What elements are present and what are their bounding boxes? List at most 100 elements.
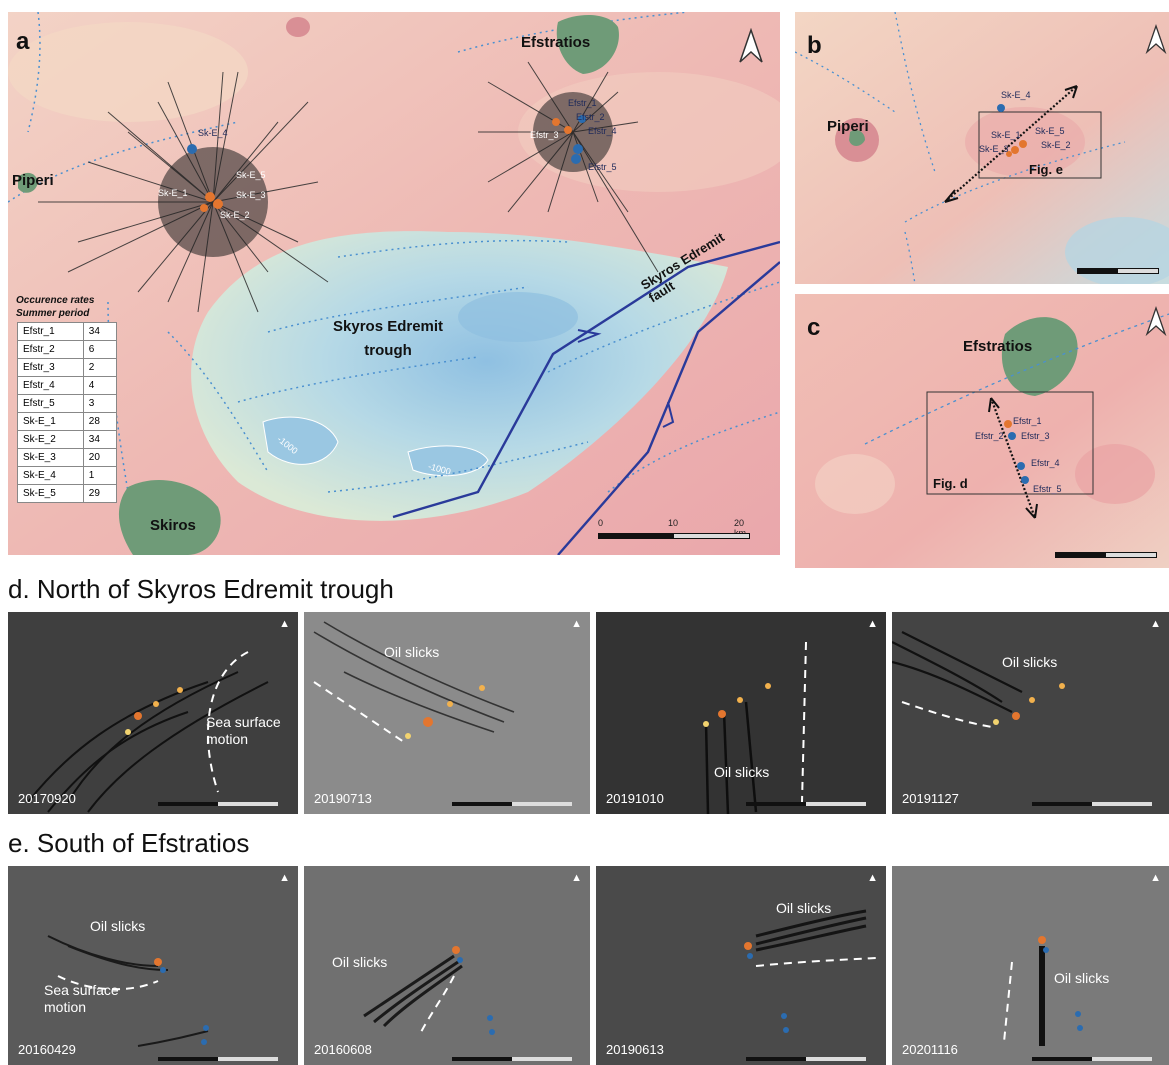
- scale-bar-c: [1055, 552, 1157, 558]
- sar-label-motion: Sea surface motion: [44, 982, 119, 1015]
- site-label: Efstr_5: [1033, 484, 1062, 494]
- site-label: Sk-E_2: [1041, 140, 1071, 150]
- site-cell: Sk-E_4: [17, 466, 84, 485]
- bathymetry-map-b: [795, 12, 1169, 284]
- site-cell: Sk-E_2: [17, 430, 84, 449]
- north-arrow-icon: ▲: [279, 872, 290, 884]
- site-label: Sk-E_3: [236, 190, 266, 200]
- rate-cell: 4: [82, 376, 118, 395]
- site-cell: Efstr_4: [17, 376, 84, 395]
- sar-label: Oil slicks: [332, 954, 388, 970]
- rate-cell: 34: [82, 322, 118, 341]
- site-label: Sk-E_2: [220, 210, 250, 220]
- north-arrow-icon: ▲: [1150, 872, 1161, 884]
- sar-date: 20191010: [606, 791, 664, 806]
- site-label: Efstr_3: [530, 130, 559, 140]
- sar-scale-bar: [746, 1057, 866, 1061]
- sar-scale-bar: [1032, 1057, 1152, 1061]
- table-row: Efstr_1 34: [17, 322, 118, 341]
- bathymetry-map-c: [795, 294, 1169, 568]
- north-arrow-icon: ▲: [1150, 618, 1161, 630]
- rate-cell: 28: [82, 412, 118, 431]
- site-cell: Efstr_1: [17, 322, 84, 341]
- sar-scale-bar: [158, 1057, 278, 1061]
- table-row: Sk-E_4 1: [17, 466, 118, 485]
- sar-label: Oil slicks: [776, 900, 832, 916]
- site-label: Sk-E_5: [236, 170, 266, 180]
- site-label: Efstr_5: [588, 162, 617, 172]
- sar-label: Oil slicks: [1054, 970, 1110, 986]
- sar-date: 20160608: [314, 1042, 372, 1057]
- sar-image-e3: Oil slicks 20190613 ▲: [596, 866, 886, 1065]
- north-arrow-icon: ▲: [867, 618, 878, 630]
- rate-cell: 6: [82, 340, 118, 359]
- sar-date: 20160429: [18, 1042, 76, 1057]
- scale-tick-0: 0: [598, 518, 604, 528]
- table-title-line1: Occurence rates: [16, 295, 95, 306]
- site-cell: Efstr_5: [17, 394, 84, 413]
- fig-ref-e: Fig. e: [1029, 162, 1063, 177]
- panel-label-b: b: [807, 32, 822, 59]
- bathymetry-map-a: [8, 12, 780, 555]
- sar-image-e2: Oil slicks 20160608 ▲: [304, 866, 590, 1065]
- sar-date: 20191127: [902, 791, 959, 806]
- site-label: Sk-E_3: [979, 144, 1009, 154]
- occurrence-table: Efstr_1 34 Efstr_2 6 Efstr_3 2 Efstr_4 4 Efs…: [17, 322, 118, 503]
- table-row: Sk-E_2 34: [17, 430, 118, 449]
- place-label-efstratios: Efstratios: [521, 34, 591, 51]
- north-arrow-icon: [739, 28, 763, 63]
- north-arrow-icon: ▲: [867, 872, 878, 884]
- table-row: Sk-E_1 28: [17, 412, 118, 431]
- panel-label-c: c: [807, 314, 821, 341]
- section-title-d: d. North of Skyros Edremit trough: [8, 574, 394, 604]
- site-label: Efstr_1: [1013, 416, 1042, 426]
- rate-cell: 1: [82, 466, 118, 485]
- sar-label: Oil slicks: [384, 644, 440, 660]
- table-row: Sk-E_5 29: [17, 484, 118, 503]
- north-arrow-icon: ▲: [571, 872, 582, 884]
- map-panel-b: b Piperi Fig. e Sk-E_4 Sk-E_1 Sk-E_3 Sk-…: [795, 12, 1169, 284]
- sar-image-d4: Oil slicks 20191127 ▲: [892, 612, 1169, 814]
- site-cell: Sk-E_5: [17, 484, 84, 503]
- rate-cell: 3: [82, 394, 118, 413]
- site-label: Efstr_4: [1031, 458, 1060, 468]
- place-label-efstratios: Efstratios: [963, 338, 1033, 355]
- site-label: Sk-E_5: [1035, 126, 1065, 136]
- rate-cell: 2: [82, 358, 118, 377]
- site-cell: Sk-E_1: [17, 412, 84, 431]
- site-label: Sk-E_4: [198, 128, 228, 138]
- sar-image-e1: Oil slicks Sea surface motion 20160429 ▲: [8, 866, 298, 1065]
- sar-label: Oil slicks: [1002, 654, 1058, 670]
- occurrence-table-title: Occurence rates Summer period: [16, 294, 94, 320]
- sar-date: 20170920: [18, 791, 76, 806]
- site-cell: Efstr_2: [17, 340, 84, 359]
- site-cell: Sk-E_3: [17, 448, 84, 467]
- sar-scale-bar: [746, 802, 866, 806]
- site-label: Efstr_1: [568, 98, 597, 108]
- map-panel-c: c Efstratios Fig. d Efstr_1 Efstr_2 Efst…: [795, 294, 1169, 568]
- table-title-line2: Summer period: [16, 308, 90, 319]
- map-panel-a: a Efstratios Piperi Skiros Skyros Edremi…: [8, 12, 780, 555]
- site-label: Efstr_2: [576, 112, 605, 122]
- table-row: Sk-E_3 20: [17, 448, 118, 467]
- site-label: Sk-E_4: [1001, 90, 1031, 100]
- sar-date: 20190713: [314, 791, 372, 806]
- rate-cell: 34: [82, 430, 118, 449]
- site-label: Sk-E_1: [158, 188, 188, 198]
- sar-image-e4: Oil slicks 20201116 ▲: [892, 866, 1169, 1065]
- sar-label: Sea surface motion: [206, 714, 281, 747]
- sar-scale-bar: [452, 802, 572, 806]
- sar-date: 20190613: [606, 1042, 664, 1057]
- sar-scale-bar: [158, 802, 278, 806]
- site-label: Efstr_3: [1021, 431, 1050, 441]
- scale-bar-a: 0 10 20 km: [598, 518, 750, 548]
- site-cell: Efstr_3: [17, 358, 84, 377]
- sar-scale-bar: [452, 1057, 572, 1061]
- rate-cell: 29: [82, 484, 118, 503]
- place-label-piperi: Piperi: [827, 118, 869, 135]
- north-arrow-icon: ▲: [279, 618, 290, 630]
- site-label: Sk-E_1: [991, 130, 1021, 140]
- site-label: Efstr_4: [588, 126, 617, 136]
- table-row: Efstr_4 4: [17, 376, 118, 395]
- sar-image-d1: Sea surface motion 20170920 ▲: [8, 612, 298, 814]
